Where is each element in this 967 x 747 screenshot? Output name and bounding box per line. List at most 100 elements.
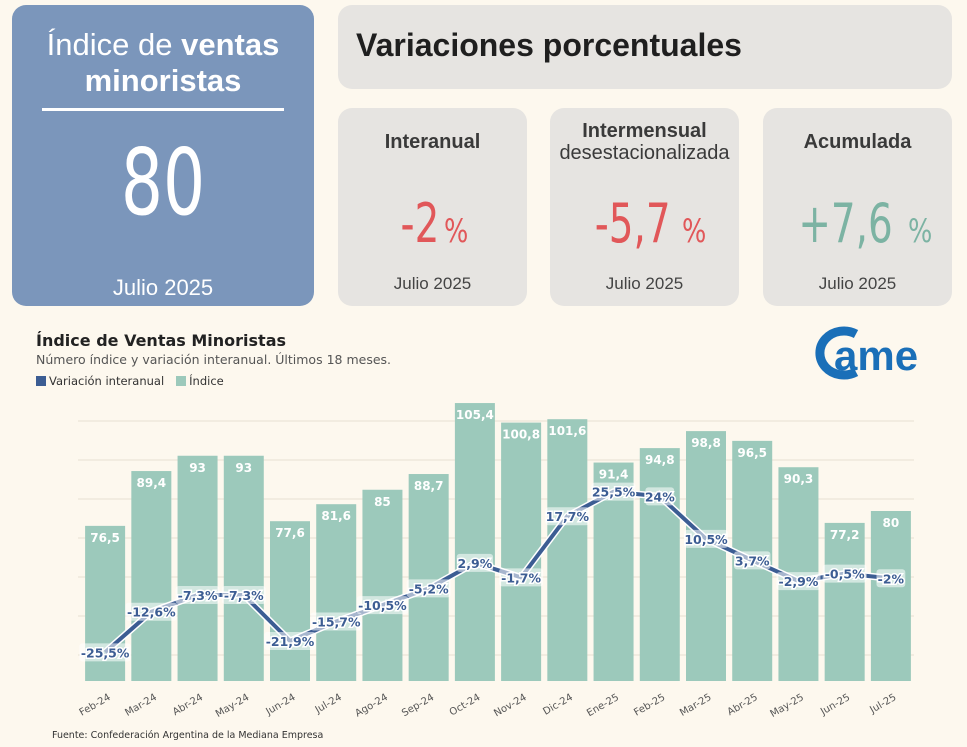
point-oct-24: 2,9% — [458, 556, 493, 571]
bar-value-label: 93 — [235, 461, 252, 475]
bar-value-label: 105,4 — [456, 408, 494, 422]
x-tick-label: Feb-25 — [632, 692, 667, 719]
point-label-halo: -7,3% — [178, 588, 218, 603]
variation-date: Julio 2025 — [393, 274, 472, 293]
point-mar-25: 10,5% — [684, 532, 728, 547]
point-label-halo: 3,7% — [735, 553, 770, 568]
point-abr-25: 3,7% — [735, 553, 770, 568]
point-label-bg — [221, 585, 266, 604]
point-label-bg — [684, 529, 728, 548]
came-logo: ame — [815, 326, 918, 380]
bar-value-label: 76,5 — [90, 531, 120, 545]
point-label-halo: -5,2% — [409, 581, 449, 596]
point-may-24: -7,3% — [224, 588, 264, 603]
x-tick-label: Jul-24 — [313, 692, 344, 716]
point-ago-24: -10,5% — [358, 598, 407, 613]
point-label-halo: -1,7% — [501, 570, 541, 585]
point-label-halo: 25,5% — [592, 485, 636, 500]
point-label-bg — [310, 612, 363, 631]
bar-value-label: 90,3 — [784, 472, 814, 486]
point-label-bg — [591, 482, 636, 501]
point-label-bg — [499, 568, 544, 587]
point-ene-25: 25,5% — [592, 485, 636, 500]
point-jun-25: -0,5% — [825, 567, 865, 582]
point-label-halo: -2% — [878, 571, 905, 586]
x-tick-label: Nov-24 — [492, 692, 528, 719]
point-dic-24: 17,7% — [546, 509, 590, 524]
chart-source: Fuente: Confederación Argentina de la Me… — [52, 730, 324, 741]
x-tick-label: Mar-24 — [123, 692, 158, 719]
variation-card-interanual: Interanual -2% Julio 2025 — [338, 108, 527, 306]
bar-mar-24 — [131, 471, 172, 681]
point-label-bg — [456, 553, 494, 572]
x-tick-label: May-24 — [214, 692, 251, 720]
point-sep-24: -5,2% — [409, 581, 449, 596]
variation-value: +7,6% — [798, 192, 933, 255]
x-tick-label: Jul-25 — [867, 692, 898, 716]
bar-value-label: 88,7 — [414, 479, 444, 493]
point-label-halo: -10,5% — [358, 598, 407, 613]
x-tick-label: Ago-24 — [353, 692, 390, 719]
bar-value-label: 85 — [374, 495, 391, 509]
legend-item-line: Variación interanual — [36, 374, 164, 388]
point-label-bg — [406, 579, 451, 598]
variation-date: Julio 2025 — [818, 274, 897, 293]
point-label-bg — [776, 572, 821, 591]
bar-feb-25 — [639, 448, 680, 681]
bar-value-label: 96,5 — [737, 446, 767, 460]
point-feb-25: 24% — [645, 489, 675, 504]
x-tick-label: Feb-24 — [78, 692, 113, 719]
x-tick-label: Oct-24 — [448, 692, 483, 718]
variation-value: -5,7% — [594, 192, 707, 255]
bar-mar-25 — [686, 431, 726, 681]
bar-jul-24 — [316, 504, 357, 681]
point-label-bg — [79, 643, 131, 662]
bar-value-label: 98,8 — [691, 436, 721, 450]
variation-date: Julio 2025 — [605, 274, 684, 293]
index-card-divider — [42, 108, 284, 111]
index-date: Julio 2025 — [112, 275, 214, 300]
point-may-25: -2,9% — [779, 574, 819, 589]
x-tick-label: Abr-24 — [171, 692, 205, 718]
x-tick-label: Sep-24 — [400, 692, 436, 719]
legend-item-bar: Índice — [176, 374, 224, 388]
variations-title: Variaciones porcentuales — [356, 27, 742, 63]
point-feb-24: -25,5% — [81, 645, 130, 660]
index-card-title: Índice de ventas minoristas — [46, 27, 280, 98]
variation-card-acumulada: Acumulada +7,6% Julio 2025 — [763, 108, 952, 306]
point-label-halo: -2,9% — [779, 574, 819, 589]
bar-value-label: 77,2 — [830, 528, 860, 542]
variation-card-intermensual: Intermensual desestacionalizada -5,7% Ju… — [550, 108, 739, 306]
bar-ago-24 — [362, 489, 403, 681]
point-label-halo: 17,7% — [546, 509, 590, 524]
bar-value-label: 81,6 — [321, 509, 351, 523]
point-label-halo: -0,5% — [825, 567, 865, 582]
bar-value-label: 77,6 — [275, 526, 305, 540]
point-jul-24: -15,7% — [312, 614, 361, 629]
point-label-halo: 10,5% — [684, 532, 728, 547]
x-tick-label: Ene-25 — [585, 692, 621, 719]
bar-value-label: 80 — [883, 516, 900, 530]
point-label-bg — [645, 487, 675, 506]
bar-jun-25 — [824, 522, 865, 681]
point-label-bg — [175, 585, 220, 604]
logo-text: ame — [834, 332, 918, 379]
point-label-halo: -15,7% — [312, 614, 361, 629]
variations-header: Variaciones porcentuales — [338, 5, 952, 89]
point-label-bg — [125, 602, 178, 621]
bar-oct-24 — [454, 403, 495, 681]
point-label-halo: 2,9% — [458, 556, 493, 571]
point-jul-25: -2% — [878, 571, 905, 586]
point-label-bg — [545, 507, 590, 526]
chart-legend: Variación interanual Índice — [36, 374, 224, 388]
point-label-halo: -21,9% — [266, 634, 315, 649]
point-mar-24: -12,6% — [127, 605, 176, 620]
point-label-halo: -12,6% — [127, 605, 176, 620]
x-tick-label: Dic-24 — [541, 692, 574, 718]
variation-label: Acumulada — [803, 131, 912, 153]
point-label-bg — [356, 596, 409, 615]
bar-may-24 — [223, 455, 264, 681]
index-card: Índice de ventas minoristas 80 Julio 202… — [12, 5, 314, 306]
bar-jun-24 — [270, 521, 310, 681]
bar-value-label: 91,4 — [599, 468, 629, 482]
